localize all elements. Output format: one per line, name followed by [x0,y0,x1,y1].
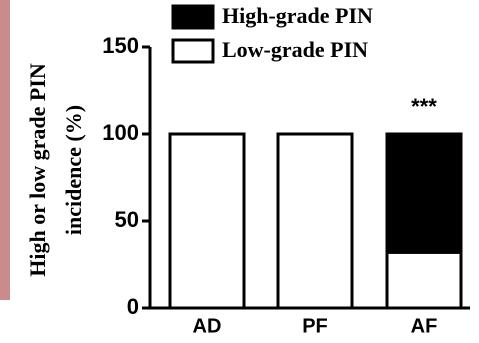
y-tick-label: 100 [102,120,139,145]
x-tick-label: PF [302,315,328,337]
x-tick-label: AD [193,315,222,337]
significance-annotation: *** [411,94,437,119]
y-tick-label: 50 [115,207,139,232]
y-tick-label: 0 [127,294,139,319]
bar-segment [278,134,352,308]
y-axis-label: High or low grade PIN [25,63,50,277]
chart: High or low grade PIN incidence (%) 0 50 100… [0,0,479,343]
legend-swatch [173,6,213,28]
legend-label: Low-grade PIN [222,37,368,62]
bar-segment [170,134,244,308]
bar-segment [387,134,461,252]
legend-label: High-grade PIN [222,3,373,28]
y-axis-label: incidence (%) [61,105,86,235]
legend-swatch [173,40,213,62]
bar-segment [387,252,461,308]
cropped-image-edge [0,0,10,300]
x-tick-label: AF [411,315,438,337]
y-tick-label: 150 [102,33,139,58]
